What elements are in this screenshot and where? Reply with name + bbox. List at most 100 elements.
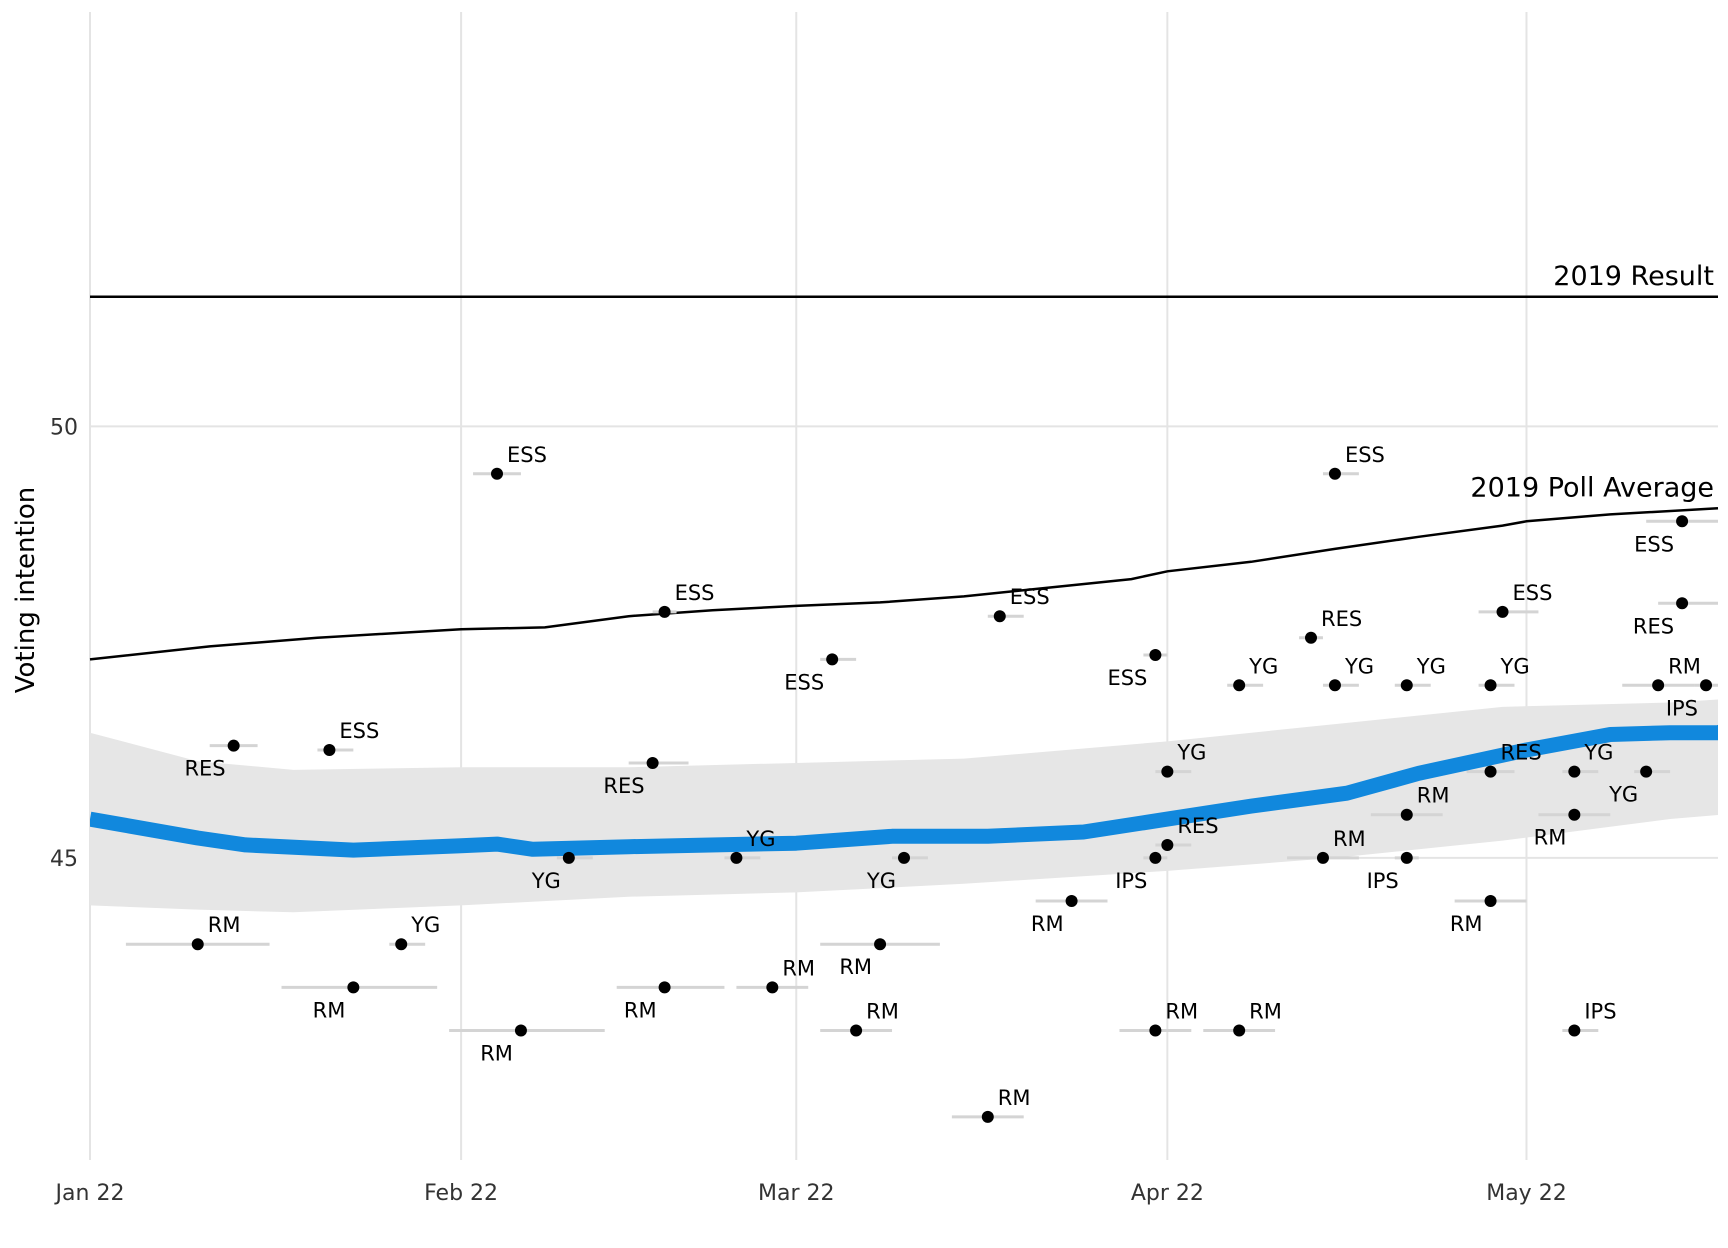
- poll-point: [1316, 851, 1329, 864]
- x-tick-label: Feb 22: [424, 1181, 498, 1206]
- poll-point: [1568, 808, 1581, 821]
- poll-label: RM: [1668, 654, 1701, 678]
- y-tick-label: 50: [50, 415, 78, 440]
- reference-lines: 2019 Result 2019 Poll Average: [89, 261, 1719, 661]
- poll-label: YG: [1416, 654, 1446, 678]
- poll-point: [1676, 597, 1689, 610]
- poll-label: RM: [208, 913, 241, 937]
- poll-point: [766, 981, 779, 994]
- poll-point: [1149, 1024, 1162, 1037]
- poll-point: [395, 938, 408, 951]
- poll-point: [1568, 765, 1581, 778]
- poll-label: RM: [480, 1042, 513, 1066]
- poll-point: [1149, 649, 1162, 662]
- poll-point: [1676, 515, 1689, 528]
- trend-line: [90, 724, 1718, 858]
- poll-label: ESS: [1513, 581, 1553, 605]
- poll-point: [1652, 679, 1665, 692]
- poll-label: YG: [410, 913, 440, 937]
- poll-label: IPS: [1115, 869, 1147, 893]
- poll-label: YG: [1176, 741, 1206, 765]
- poll-point: [1568, 1024, 1581, 1037]
- poll-label: RM: [313, 998, 346, 1022]
- poll-point: [1328, 679, 1341, 692]
- poll-point: [1400, 679, 1413, 692]
- poll-label: RM: [1417, 784, 1450, 808]
- uncertainty-band-layer: [90, 699, 1718, 913]
- poll-point: [981, 1110, 994, 1123]
- poll-label: RES: [1633, 614, 1674, 638]
- poll-point: [1484, 895, 1497, 908]
- poll-label: YG: [866, 869, 896, 893]
- poll-point: [562, 851, 575, 864]
- poll-point: [1149, 851, 1162, 864]
- poll-label: RM: [1165, 1000, 1198, 1024]
- poll-label: RES: [603, 774, 644, 798]
- poll-point: [826, 653, 839, 666]
- poll-point: [1484, 765, 1497, 778]
- poll-label: ESS: [507, 443, 547, 467]
- trend-layer: [90, 724, 1718, 858]
- poll-point: [993, 610, 1006, 623]
- poll-label: RM: [1333, 827, 1366, 851]
- poll-label: RM: [1534, 826, 1567, 850]
- poll-point: [658, 981, 671, 994]
- poll-point: [227, 739, 240, 752]
- poll-point: [1484, 679, 1497, 692]
- poll-label: RM: [782, 956, 815, 980]
- poll-labels: RM RES ESS RM YG ESS RM YG RES ESS RM YG RM ESS RM YG RM…: [184, 443, 1700, 1110]
- poll-point: [323, 744, 336, 756]
- x-tick-label: Apr 22: [1131, 1181, 1204, 1206]
- poll-point: [1233, 679, 1246, 692]
- poll-point: [1065, 895, 1078, 908]
- poll-point: [850, 1024, 863, 1037]
- poll-point: [874, 938, 887, 951]
- y-tick-label: 45: [50, 847, 78, 872]
- poll-point: [514, 1024, 527, 1037]
- reference-line-label: 2019 Poll Average: [1470, 472, 1714, 503]
- poll-label: YG: [531, 869, 561, 893]
- poll-label: RES: [1321, 607, 1362, 631]
- poll-point: [1400, 808, 1413, 821]
- poll-label: YG: [1583, 741, 1613, 765]
- x-tick-label: Jan 22: [54, 1181, 125, 1206]
- poll-point: [491, 467, 503, 480]
- x-tick-label: May 22: [1486, 1181, 1566, 1206]
- poll-point: [1233, 1024, 1246, 1037]
- poll-label: RM: [1031, 912, 1064, 936]
- poll-label: ESS: [1345, 443, 1385, 467]
- poll-label: YG: [1248, 654, 1278, 678]
- poll-label: RM: [866, 1000, 899, 1024]
- poll-label: YG: [1608, 783, 1638, 807]
- poll-point: [1305, 631, 1317, 644]
- poll-point: [1328, 467, 1341, 480]
- poll-label: IPS: [1584, 1000, 1616, 1024]
- poll-point: [730, 851, 743, 864]
- reference-line: [89, 507, 1719, 661]
- reference-line-label: 2019 Result: [1553, 261, 1714, 292]
- poll-points: [191, 467, 1713, 1123]
- poll-label: ESS: [339, 719, 379, 743]
- poll-point: [1400, 851, 1413, 864]
- poll-label: ESS: [784, 670, 824, 694]
- poll-label: RM: [1450, 912, 1483, 936]
- poll-label: ESS: [1010, 585, 1050, 609]
- poll-label: IPS: [1666, 696, 1698, 720]
- y-axis-title: Voting intention: [11, 487, 41, 694]
- axes: Voting intention Jan 22 Feb 22 Mar 22 Apr 2…: [11, 415, 1567, 1206]
- poll-point: [1161, 838, 1174, 851]
- poll-label: RM: [624, 998, 657, 1022]
- poll-point: [191, 938, 204, 951]
- poll-label: YG: [745, 827, 775, 851]
- x-tick-label: Mar 22: [758, 1181, 835, 1206]
- poll-label: YG: [1344, 654, 1374, 678]
- poll-point: [646, 756, 659, 769]
- poll-label: RES: [184, 757, 225, 781]
- poll-label: RM: [839, 955, 872, 979]
- poll-label: IPS: [1367, 869, 1399, 893]
- uncertainty-band: [90, 699, 1718, 913]
- poll-point: [898, 851, 910, 864]
- poll-label: ESS: [1634, 532, 1674, 556]
- poll-label: ESS: [675, 581, 715, 605]
